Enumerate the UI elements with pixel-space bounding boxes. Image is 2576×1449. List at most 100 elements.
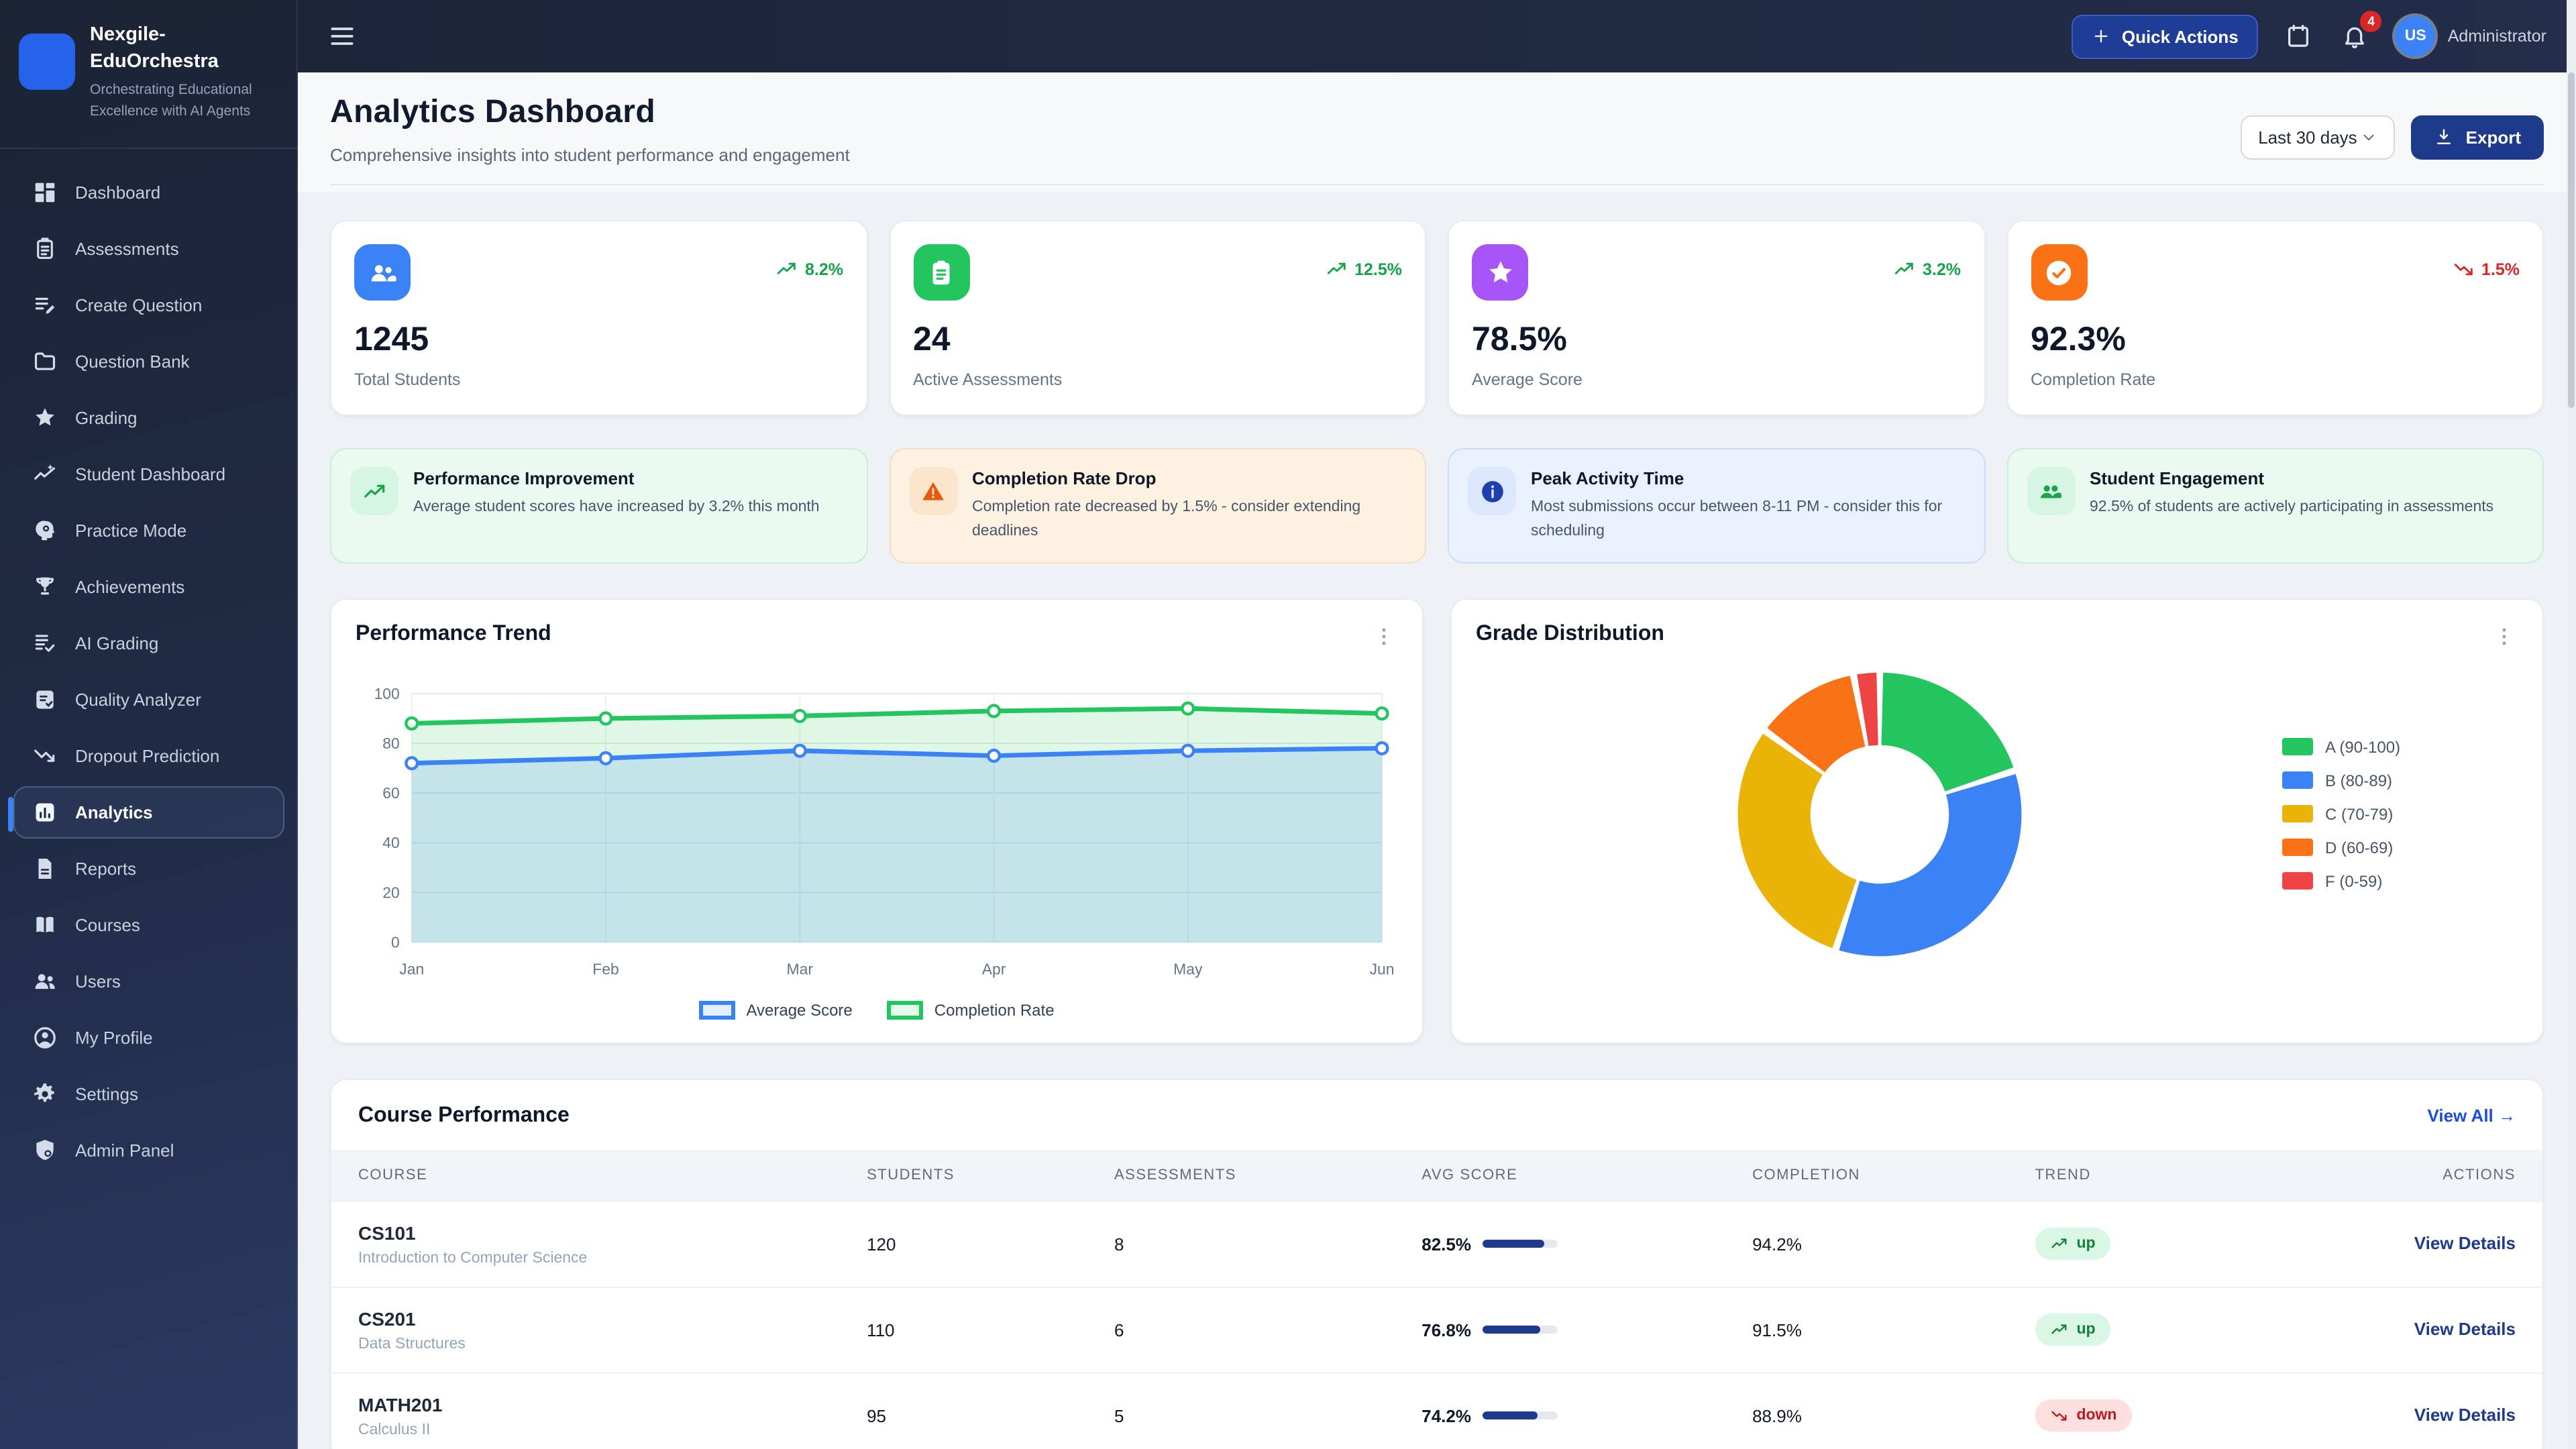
score-progress-bar	[1482, 1240, 1557, 1248]
app-root: Nexgile-EduOrchestra Orchestrating Educa…	[0, 0, 2576, 1449]
grade-chart-legend: A (90-100) B (80-89) C (70-79) D (60-69)…	[2282, 737, 2518, 890]
sidebar-item-quality-analyzer[interactable]: Quality Analyzer	[13, 673, 284, 725]
stat-label: Active Assessments	[913, 370, 1402, 389]
view-details-link[interactable]: View Details	[2414, 1319, 2516, 1339]
insight-text: Average student scores have increased by…	[413, 496, 820, 521]
sidebar-item-achievements[interactable]: Achievements	[13, 560, 284, 612]
stat-card-total-students: 8.2% 1245 Total Students	[330, 220, 867, 416]
trend-up-icon	[350, 467, 398, 515]
warning-icon	[909, 467, 957, 515]
assessments-count: 5	[1087, 1373, 1395, 1449]
charts-row: Performance Trend 020406080100JanFebMarA…	[330, 598, 2544, 1043]
sidebar-item-ai-grading[interactable]: AI Grading	[13, 616, 284, 669]
legend-swatch	[2282, 872, 2313, 890]
brand-title: Nexgile-EduOrchestra	[90, 23, 237, 75]
scrollbar-thumb[interactable]	[2568, 72, 2575, 408]
insight-title: Student Engagement	[2090, 468, 2493, 488]
kebab-menu-icon[interactable]	[2490, 622, 2518, 650]
view-details-link[interactable]: View Details	[2414, 1233, 2516, 1253]
trophy-icon	[32, 574, 58, 599]
column-header-completion: COMPLETION	[1725, 1149, 2008, 1201]
create-question-icon	[32, 292, 58, 317]
dashboard-icon	[32, 179, 58, 205]
topbar: Quick Actions 4 US Administrator	[298, 0, 2576, 72]
insight-text: Most submissions occur between 8-11 PM -…	[1531, 496, 1965, 544]
group-icon	[354, 244, 411, 301]
donut-chart-svg	[1721, 655, 2037, 972]
shield-icon	[32, 1137, 58, 1163]
user-menu[interactable]: US Administrator	[2396, 16, 2546, 56]
legend-item-average-score: Average Score	[699, 1000, 852, 1019]
trend-badge-down: down	[2035, 1399, 2131, 1432]
scrollbar[interactable]	[2567, 0, 2576, 1449]
students-count: 110	[840, 1287, 1087, 1373]
table-header-row: COURSESTUDENTSASSESSMENTSAVG SCORECOMPLE…	[331, 1149, 2542, 1201]
chevron-down-icon	[2363, 129, 2377, 146]
sidebar-item-reports[interactable]: Reports	[13, 842, 284, 894]
column-header-course: COURSE	[331, 1149, 840, 1201]
stat-value: 24	[913, 321, 1402, 360]
legend-item-f-0-59: F (0-59)	[2282, 871, 2513, 890]
export-button[interactable]: Export	[2411, 115, 2544, 160]
svg-text:May: May	[1173, 960, 1203, 977]
sidebar-item-settings[interactable]: Settings	[13, 1067, 284, 1120]
sidebar-item-assessments[interactable]: Assessments	[13, 222, 284, 274]
students-count: 120	[840, 1201, 1087, 1287]
profile-icon	[32, 1024, 58, 1050]
trend-down-icon	[32, 743, 58, 768]
user-role: Administrator	[2448, 27, 2546, 46]
sidebar-item-question-bank[interactable]: Question Bank	[13, 335, 284, 387]
date-range-select[interactable]: Last 30 days	[2241, 115, 2394, 160]
trend-chart-title: Performance Trend	[356, 622, 551, 646]
insight-title: Peak Activity Time	[1531, 468, 1965, 488]
completion-rate: 91.5%	[1725, 1287, 2008, 1373]
sidebar-item-dashboard[interactable]: Dashboard	[13, 166, 284, 218]
calendar-icon[interactable]	[2283, 20, 2315, 52]
legend-item-d-60-69: D (60-69)	[2282, 838, 2513, 857]
course-code: CS101	[358, 1222, 813, 1243]
view-details-link[interactable]: View Details	[2414, 1405, 2516, 1425]
menu-icon[interactable]	[327, 19, 362, 54]
legend-swatch	[888, 1000, 924, 1019]
course-table: COURSESTUDENTSASSESSMENTSAVG SCORECOMPLE…	[331, 1149, 2542, 1449]
assessments-icon	[32, 235, 58, 261]
legend-swatch	[2282, 771, 2313, 789]
insight-title: Completion Rate Drop	[972, 468, 1406, 488]
course-performance-panel: Course Performance View All → COURSESTUD…	[330, 1078, 2544, 1449]
sidebar-item-dropout-prediction[interactable]: Dropout Prediction	[13, 729, 284, 782]
course-code: CS201	[358, 1307, 813, 1329]
trend-up-icon: 12.5%	[1325, 258, 1402, 280]
star-icon	[32, 405, 58, 430]
view-all-link[interactable]: View All →	[2428, 1106, 2516, 1126]
book-icon	[32, 912, 58, 937]
svg-text:Jun: Jun	[1370, 960, 1395, 977]
legend-swatch	[699, 1000, 735, 1019]
sidebar-item-student-dashboard[interactable]: Student Dashboard	[13, 447, 284, 500]
sidebar-item-grading[interactable]: Grading	[13, 391, 284, 443]
trend-down-icon: 1.5%	[2452, 258, 2520, 280]
legend-item-completion-rate: Completion Rate	[888, 1000, 1055, 1019]
kebab-menu-icon[interactable]	[1370, 622, 1398, 650]
sidebar-item-admin-panel[interactable]: Admin Panel	[13, 1124, 284, 1176]
sidebar-item-analytics[interactable]: Analytics	[13, 786, 284, 838]
sidebar-item-my-profile[interactable]: My Profile	[13, 1011, 284, 1063]
legend-swatch	[2282, 738, 2313, 755]
quick-actions-button[interactable]: Quick Actions	[2072, 14, 2259, 58]
clipboard-icon	[913, 244, 969, 301]
sidebar-item-users[interactable]: Users	[13, 955, 284, 1007]
performance-trend-chart: 020406080100JanFebMarAprMayJun	[356, 680, 1398, 984]
insight-card-completion-rate-drop: Completion Rate Drop Completion rate dec…	[889, 448, 1426, 563]
sidebar-item-create-question[interactable]: Create Question	[13, 278, 284, 331]
completion-rate: 94.2%	[1725, 1201, 2008, 1287]
people-icon	[2027, 467, 2075, 515]
svg-text:100: 100	[374, 684, 400, 702]
check-circle-icon	[2031, 244, 2087, 301]
stat-card-average-score: 3.2% 78.5% Average Score	[1448, 220, 1985, 416]
sidebar-item-courses[interactable]: Courses	[13, 898, 284, 951]
trend-chart-legend: Average Score Completion Rate	[356, 1000, 1398, 1019]
sidebar-item-practice-mode[interactable]: Practice Mode	[13, 504, 284, 556]
column-header-trend: TREND	[2008, 1149, 2271, 1201]
bell-icon[interactable]: 4	[2339, 20, 2371, 52]
score-progress-bar	[1482, 1326, 1557, 1334]
stat-card-completion-rate: 1.5% 92.3% Completion Rate	[2006, 220, 2544, 416]
